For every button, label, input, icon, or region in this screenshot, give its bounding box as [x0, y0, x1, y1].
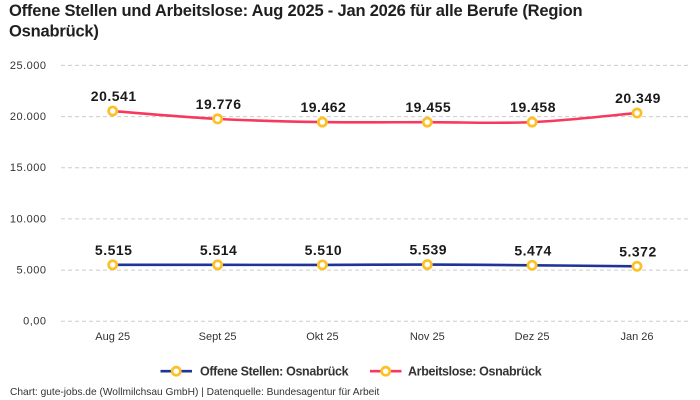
svg-text:5.514: 5.514: [200, 242, 238, 258]
svg-text:5.515: 5.515: [95, 242, 133, 258]
svg-text:Nov 25: Nov 25: [410, 331, 445, 343]
svg-text:20.000: 20.000: [10, 111, 47, 123]
svg-text:25.000: 25.000: [10, 60, 47, 72]
svg-text:Aug 25: Aug 25: [95, 331, 130, 343]
svg-text:20.349: 20.349: [615, 90, 661, 106]
svg-text:19.455: 19.455: [405, 99, 451, 115]
svg-text:Sept 25: Sept 25: [199, 331, 237, 343]
svg-text:Osnabrück): Osnabrück): [9, 22, 99, 40]
svg-text:19.776: 19.776: [196, 96, 242, 112]
svg-text:Chart: gute-jobs.de (Wollmilch: Chart: gute-jobs.de (Wollmilchsau GmbH) …: [10, 387, 380, 398]
svg-text:Arbeitslose: Osnabrück: Arbeitslose: Osnabrück: [408, 365, 542, 379]
svg-text:Jan 26: Jan 26: [620, 331, 653, 343]
svg-text:19.462: 19.462: [300, 99, 346, 115]
svg-text:5.474: 5.474: [514, 242, 552, 258]
svg-text:0,00: 0,00: [23, 316, 46, 328]
svg-text:5.510: 5.510: [305, 242, 343, 258]
svg-text:20.541: 20.541: [91, 88, 137, 104]
svg-text:5.539: 5.539: [410, 242, 448, 258]
svg-text:Dez 25: Dez 25: [515, 331, 550, 343]
svg-text:19.458: 19.458: [510, 99, 556, 115]
svg-text:10.000: 10.000: [10, 213, 47, 225]
svg-text:15.000: 15.000: [10, 162, 47, 174]
svg-text:Offene Stellen und Arbeitslose: Offene Stellen und Arbeitslose: Aug 2025…: [9, 2, 582, 20]
svg-text:5.372: 5.372: [619, 243, 657, 259]
svg-text:Offene Stellen: Osnabrück: Offene Stellen: Osnabrück: [200, 365, 349, 379]
svg-text:Okt 25: Okt 25: [306, 331, 338, 343]
svg-text:5.000: 5.000: [16, 265, 46, 277]
